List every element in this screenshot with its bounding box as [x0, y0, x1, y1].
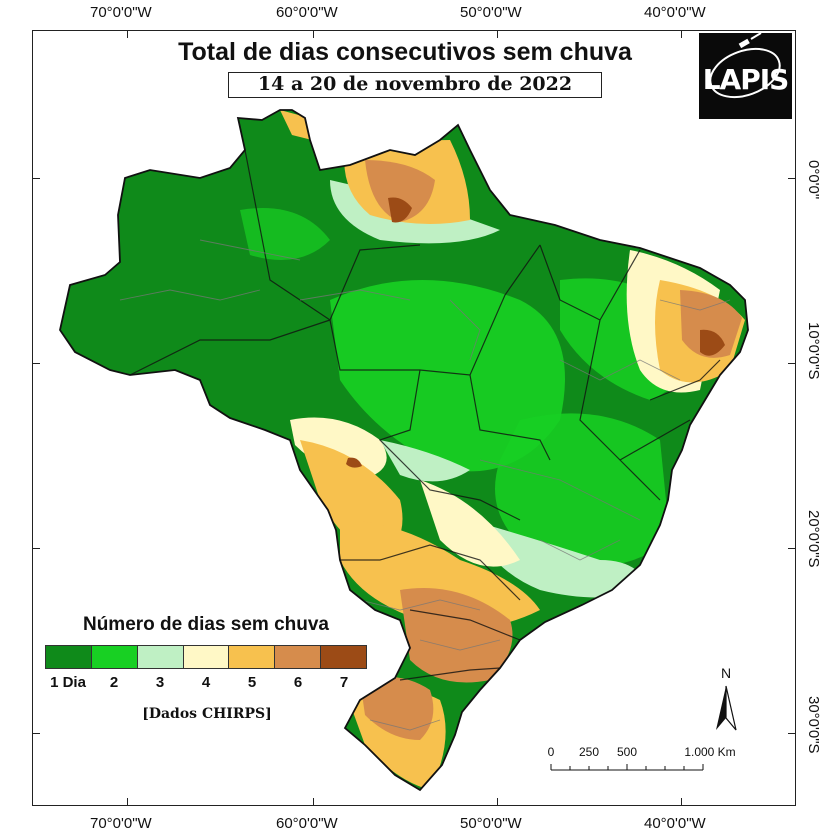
scale-label-250: 250: [578, 745, 600, 759]
legend-label-1: 1 Dia: [50, 674, 86, 691]
tick-mark: [497, 798, 498, 806]
zone-6-days: [365, 160, 435, 222]
legend-swatch-2: [91, 646, 138, 668]
scale-label-1000: 1.000 Km: [684, 745, 736, 759]
region-borders: [119, 239, 731, 731]
zone-3-days: [470, 520, 650, 598]
tick-mark: [32, 363, 40, 364]
zone-6-days: [400, 588, 513, 683]
legend-label-7: 7: [339, 674, 349, 691]
zone-4-days: [420, 480, 520, 567]
legend-label-3: 3: [155, 674, 165, 691]
tick-mark: [32, 733, 40, 734]
zone-4-days: [290, 417, 387, 480]
zone-2-days: [240, 208, 330, 260]
longitude-label-bottom-60w: 60°0'0"W: [276, 815, 338, 832]
tick-mark: [497, 30, 498, 38]
zone-5-days: [340, 520, 540, 628]
brazil-outline: [59, 109, 749, 792]
longitude-label-bottom-40w: 40°0'0"W: [644, 815, 706, 832]
satellite-icon: [709, 33, 781, 99]
legend-swatch-5: [229, 646, 276, 668]
zone-7-days: [346, 457, 362, 468]
lapis-logo: LAPIS: [699, 33, 792, 119]
legend-label-2: 2: [109, 674, 119, 691]
legend-label-4: 4: [201, 674, 211, 691]
logo-text: LAPIS: [702, 63, 790, 96]
zone-7-days: [388, 197, 412, 223]
scale-label-0: 0: [547, 745, 555, 759]
longitude-label-bottom-50w: 50°0'0"W: [460, 815, 522, 832]
longitude-label-top-50w: 50°0'0"W: [460, 4, 522, 21]
legend-color-bar: [45, 645, 367, 669]
tick-mark: [681, 798, 682, 806]
scale-bar-labels: 0 250 500 1.000 Km: [540, 745, 760, 763]
legend-swatch-3: [137, 646, 184, 668]
north-arrow-icon: N: [716, 665, 737, 731]
zone-7-days: [700, 329, 725, 356]
tick-mark: [788, 178, 796, 179]
legend-labels: 1 Dia 2 3 4 5 6 7: [45, 674, 367, 692]
north-arrow: N: [708, 664, 744, 734]
tick-mark: [32, 548, 40, 549]
legend-swatch-7: [321, 646, 367, 668]
map-title: Total de dias consecutivos sem chuva: [178, 38, 632, 66]
longitude-label-top-60w: 60°0'0"W: [276, 4, 338, 21]
zone-6-days: [680, 290, 742, 358]
map-subtitle-date-range: 14 a 20 de novembro de 2022: [228, 72, 602, 98]
legend-label-5: 5: [247, 674, 257, 691]
longitude-label-top-40w: 40°0'0"W: [644, 4, 706, 21]
tick-mark: [788, 363, 796, 364]
zone-3-days: [380, 440, 470, 482]
tick-mark: [788, 548, 796, 549]
tick-mark: [127, 798, 128, 806]
zone-2-days: [495, 413, 670, 567]
scale-label-500: 500: [616, 745, 638, 759]
tick-mark: [127, 30, 128, 38]
legend-swatch-4: [183, 646, 230, 668]
scale-bar: [550, 764, 704, 771]
legend-swatch-1: [46, 646, 92, 668]
tick-mark: [313, 30, 314, 38]
longitude-label-bottom-70w: 70°0'0"W: [90, 815, 152, 832]
tick-mark: [788, 733, 796, 734]
zone-6-days: [360, 676, 434, 740]
state-borders: [129, 149, 721, 681]
tick-mark: [32, 178, 40, 179]
data-source-label: [Dados CHIRPS]: [142, 706, 272, 722]
tick-mark: [681, 30, 682, 38]
north-label: N: [721, 665, 731, 681]
legend-swatch-6: [275, 646, 322, 668]
legend-label-6: 6: [293, 674, 303, 691]
legend-title: Número de dias sem chuva: [82, 614, 330, 635]
tick-mark: [313, 798, 314, 806]
zone-2-days: [330, 280, 565, 472]
longitude-label-top-70w: 70°0'0"W: [90, 4, 152, 21]
